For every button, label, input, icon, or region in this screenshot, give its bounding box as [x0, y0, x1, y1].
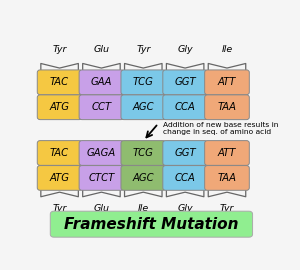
- Text: AGC: AGC: [133, 173, 154, 183]
- Text: ATT: ATT: [218, 148, 236, 158]
- Text: CCA: CCA: [175, 173, 196, 183]
- FancyBboxPatch shape: [121, 95, 166, 120]
- Text: Tyr: Tyr: [136, 45, 151, 54]
- FancyBboxPatch shape: [37, 141, 82, 165]
- Text: AGC: AGC: [133, 102, 154, 112]
- FancyBboxPatch shape: [37, 95, 82, 120]
- FancyBboxPatch shape: [163, 141, 208, 165]
- Text: TCG: TCG: [133, 77, 154, 87]
- FancyBboxPatch shape: [205, 166, 249, 190]
- FancyBboxPatch shape: [79, 166, 124, 190]
- Text: Gly: Gly: [177, 204, 193, 213]
- Text: GGT: GGT: [174, 148, 196, 158]
- Text: CTCT: CTCT: [88, 173, 115, 183]
- Text: GAA: GAA: [91, 77, 112, 87]
- Text: Ile: Ile: [138, 204, 149, 213]
- Text: Frameshift Mutation: Frameshift Mutation: [64, 217, 239, 232]
- Text: ATT: ATT: [218, 77, 236, 87]
- Text: TAA: TAA: [218, 102, 236, 112]
- FancyBboxPatch shape: [205, 141, 249, 165]
- FancyBboxPatch shape: [79, 70, 124, 95]
- Text: Ile: Ile: [221, 45, 233, 54]
- Text: Tyr: Tyr: [52, 45, 67, 54]
- Text: Gly: Gly: [177, 45, 193, 54]
- Text: Glu: Glu: [93, 204, 110, 213]
- Text: CCA: CCA: [175, 102, 196, 112]
- Text: TAC: TAC: [50, 148, 69, 158]
- Text: Addition of new base results in
change in seq. of amino acid: Addition of new base results in change i…: [163, 122, 279, 135]
- FancyBboxPatch shape: [163, 95, 208, 120]
- Text: TAC: TAC: [50, 77, 69, 87]
- FancyBboxPatch shape: [121, 141, 166, 165]
- Text: CCT: CCT: [92, 102, 112, 112]
- FancyBboxPatch shape: [205, 95, 249, 120]
- Text: Glu: Glu: [93, 45, 110, 54]
- Text: ATG: ATG: [50, 173, 70, 183]
- FancyBboxPatch shape: [79, 141, 124, 165]
- Text: ATG: ATG: [50, 102, 70, 112]
- Text: TAA: TAA: [218, 173, 236, 183]
- Text: Tyr: Tyr: [52, 204, 67, 213]
- FancyBboxPatch shape: [163, 70, 208, 95]
- FancyBboxPatch shape: [37, 70, 82, 95]
- FancyBboxPatch shape: [121, 70, 166, 95]
- FancyBboxPatch shape: [163, 166, 208, 190]
- FancyBboxPatch shape: [205, 70, 249, 95]
- Text: TCG: TCG: [133, 148, 154, 158]
- FancyBboxPatch shape: [37, 166, 82, 190]
- FancyBboxPatch shape: [121, 166, 166, 190]
- FancyBboxPatch shape: [79, 95, 124, 120]
- Text: GGT: GGT: [174, 77, 196, 87]
- Text: Tyr: Tyr: [220, 204, 234, 213]
- Text: GAGA: GAGA: [87, 148, 116, 158]
- FancyBboxPatch shape: [50, 211, 253, 237]
